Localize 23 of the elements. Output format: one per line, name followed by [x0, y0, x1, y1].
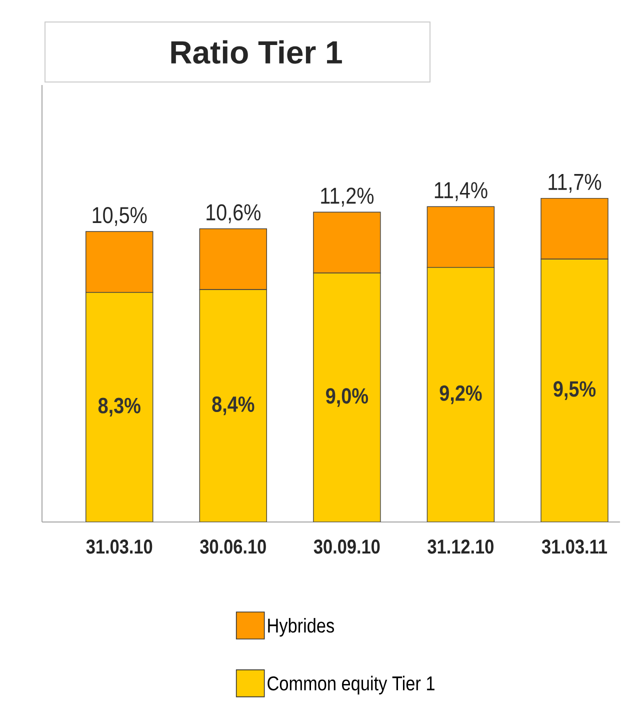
x-tick-label: 31.03.11 — [542, 540, 608, 554]
bar — [199, 289, 267, 522]
total-label: 11,2% — [321, 188, 374, 207]
data-label: 9,0% — [326, 388, 368, 407]
total-label: 11,4% — [434, 182, 488, 202]
total-label: 10,6% — [206, 204, 260, 224]
bar — [540, 258, 608, 522]
data-label: 9,5% — [554, 381, 596, 400]
x-tick-label: 31.03.10 — [86, 540, 152, 554]
data-label: 8,4% — [212, 396, 254, 416]
x-tick-label: 30.09.10 — [314, 540, 380, 554]
data-label: 9,2% — [440, 385, 482, 404]
data-label: 8,3% — [98, 398, 140, 417]
legend-label: Hybrides — [268, 618, 334, 637]
total-label: 10,5% — [92, 206, 147, 226]
x-tick-label: 31.12.10 — [428, 540, 494, 554]
x-tick-label: 30.06.10 — [200, 540, 266, 554]
bar — [426, 267, 495, 522]
bar — [86, 292, 154, 522]
total-label: 11,7% — [548, 174, 602, 193]
chart-title: Ratio Tier 1 — [171, 40, 342, 64]
bar — [313, 272, 381, 522]
legend-label: Common equity Tier 1 — [268, 676, 434, 694]
